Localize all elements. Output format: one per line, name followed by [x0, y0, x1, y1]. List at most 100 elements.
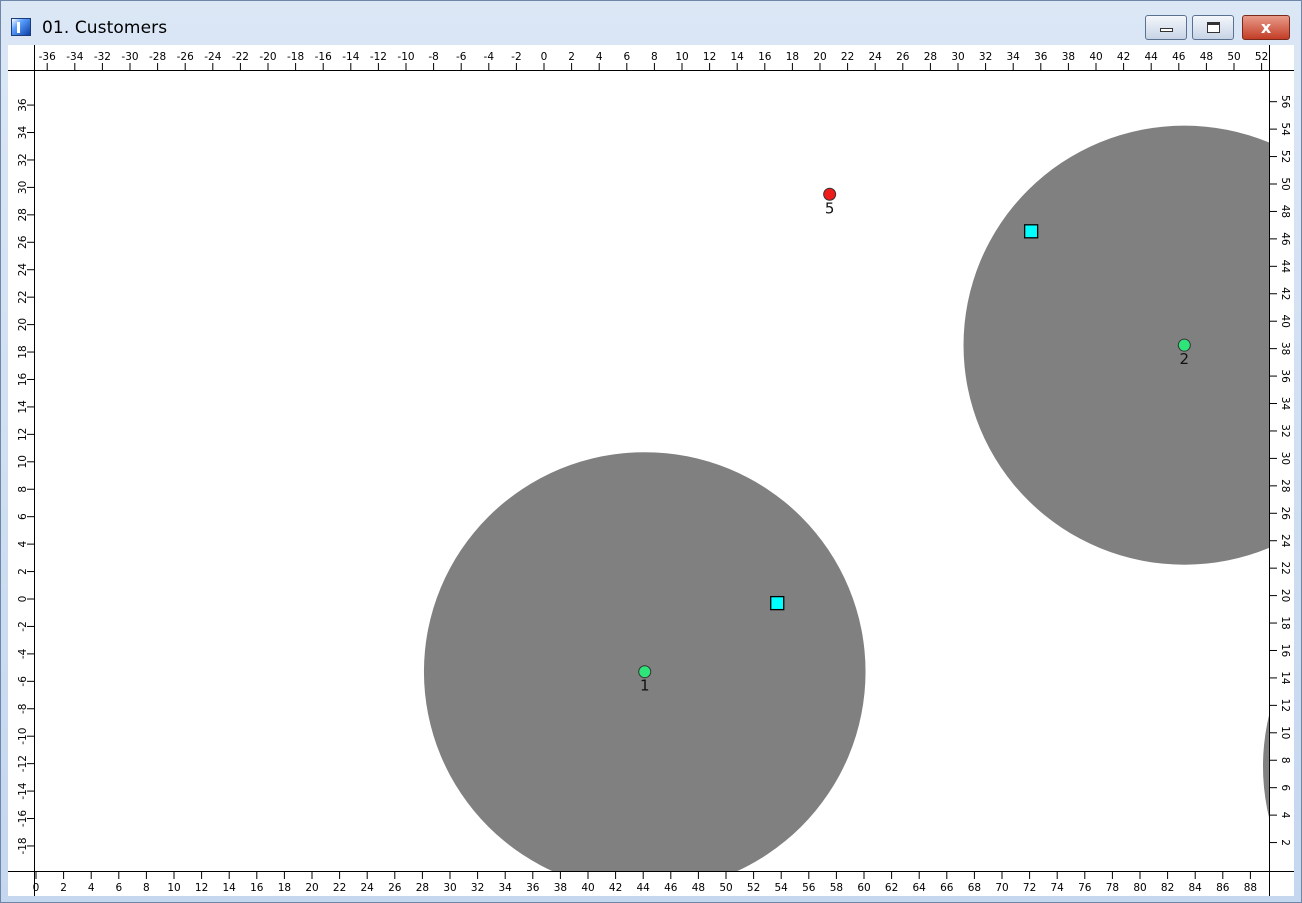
top-axis-tick-label: 42 [1117, 51, 1130, 63]
bottom-axis-tick-label: 18 [278, 882, 291, 894]
right-axis-tick-label: 14 [1279, 671, 1291, 685]
left-axis-tick-label: 10 [17, 455, 29, 468]
bottom-axis-tick-label: 20 [305, 882, 318, 894]
plot-area: 12345 [424, 125, 1269, 871]
top-axis-tick-label: 16 [758, 51, 772, 63]
title-bar[interactable]: 01. Customers x [1, 1, 1301, 45]
bottom-axis-tick-label: 10 [167, 882, 180, 894]
left-axis-tick-label: 12 [17, 428, 29, 441]
top-axis-tick-label: -4 [484, 51, 495, 63]
bottom-axis-tick-label: 74 [1051, 882, 1065, 894]
bottom-axis-tick-label: 58 [830, 882, 843, 894]
bottom-axis-tick-label: 4 [88, 882, 95, 894]
bottom-axis-tick-label: 54 [775, 882, 789, 894]
bottom-axis-tick-label: 68 [968, 882, 981, 894]
top-axis-tick-label: 32 [979, 51, 992, 63]
top-axis-tick-label: 48 [1200, 51, 1213, 63]
top-axis-tick-label: 24 [869, 51, 883, 63]
bottom-axis-tick-label: 14 [223, 882, 237, 894]
top-axis-tick-label: -14 [342, 51, 359, 63]
top-axis-tick-label: -16 [315, 51, 332, 63]
right-axis-tick-label: 52 [1279, 150, 1291, 163]
left-axis-tick-label: 20 [17, 318, 29, 331]
left-axis-tick-label: -4 [17, 648, 29, 659]
right-axis-tick-label: 40 [1279, 315, 1291, 328]
bottom-axis-tick-label: 12 [195, 882, 208, 894]
right-axis-tick-label: 8 [1279, 757, 1291, 764]
right-axis-tick-label: 22 [1279, 561, 1291, 574]
customer-label-2: 2 [1180, 350, 1190, 368]
top-axis-tick-label: -24 [204, 51, 221, 63]
left-axis-tick-label: -12 [17, 755, 29, 772]
left-axis-tick-label: 28 [17, 208, 29, 221]
top-axis-tick-label: 0 [541, 51, 548, 63]
bottom-axis-tick-label: 6 [115, 882, 122, 894]
maximize-button[interactable] [1192, 15, 1234, 40]
right-axis-tick-label: 56 [1279, 95, 1291, 109]
bottom-axis-tick-label: 76 [1078, 882, 1092, 894]
map-plot[interactable]: 12345-36-34-32-30-28-26-24-22-20-18-16-1… [8, 45, 1294, 896]
close-button[interactable]: x [1242, 15, 1290, 40]
left-axis-tick-label: 30 [17, 181, 29, 194]
bottom-axis-tick-label: 26 [388, 882, 402, 894]
left-axis-tick-label: -18 [17, 837, 29, 854]
bottom-axis-tick-label: 32 [471, 882, 484, 894]
top-axis-tick-label: -26 [177, 51, 194, 63]
right-axis-tick-label: 42 [1279, 287, 1291, 300]
left-axis-tick-label: 18 [17, 345, 29, 358]
bottom-axis-tick-label: 86 [1216, 882, 1230, 894]
customer-point-5 [823, 187, 837, 201]
bottom-axis-tick-label: 46 [664, 882, 678, 894]
top-axis-tick-label: 38 [1062, 51, 1075, 63]
right-axis-tick-label: 16 [1279, 644, 1291, 658]
top-axis-tick-label: -22 [232, 51, 249, 63]
bottom-axis-tick-label: 44 [637, 882, 651, 894]
bottom-axis-tick-label: 24 [361, 882, 375, 894]
left-axis-tick-label: 6 [17, 513, 29, 520]
top-axis-tick-label: 20 [813, 51, 826, 63]
left-axis-tick-label: -2 [17, 621, 29, 631]
right-axis-tick-label: 20 [1279, 589, 1291, 602]
left-axis-tick-label: 4 [17, 540, 29, 547]
bottom-axis-tick-label: 22 [333, 882, 346, 894]
bottom-axis-tick-label: 52 [747, 882, 760, 894]
top-axis-tick-label: 34 [1007, 51, 1021, 63]
right-axis-tick-label: 46 [1279, 232, 1291, 246]
top-axis-tick-label: -18 [287, 51, 304, 63]
bottom-axis-tick-label: 30 [443, 882, 456, 894]
top-axis-tick-label: 50 [1227, 51, 1240, 63]
bottom-axis-tick-label: 40 [581, 882, 594, 894]
map-canvas[interactable]: 12345-36-34-32-30-28-26-24-22-20-18-16-1… [8, 45, 1294, 896]
right-axis-tick-label: 34 [1279, 397, 1291, 411]
right-axis-tick-label: 38 [1279, 342, 1291, 355]
top-axis-tick-label: 40 [1089, 51, 1102, 63]
window-title: 01. Customers [42, 18, 168, 38]
bottom-axis-tick-label: 56 [802, 882, 816, 894]
top-axis-tick-label: 14 [731, 51, 745, 63]
bottom-axis-tick-label: 28 [416, 882, 429, 894]
bottom-axis-tick-label: 2 [60, 882, 67, 894]
right-axis-tick-label: 6 [1279, 784, 1291, 791]
left-axis-tick-label: 36 [17, 98, 29, 112]
bottom-axis-tick-label: 42 [609, 882, 622, 894]
top-axis-tick-label: -36 [39, 51, 56, 63]
bottom-axis-tick-label: 88 [1244, 882, 1257, 894]
bottom-axis-tick-label: 38 [554, 882, 567, 894]
left-axis-tick-label: 0 [17, 596, 29, 603]
bottom-axis-tick-label: 50 [719, 882, 732, 894]
top-axis-tick-label: 28 [924, 51, 937, 63]
right-axis-tick-label: 4 [1279, 812, 1291, 819]
minimize-button[interactable] [1145, 15, 1187, 40]
left-axis-tick-label: 22 [17, 290, 29, 303]
bottom-axis-tick-label: 80 [1133, 882, 1146, 894]
coverage-circle-4 [1263, 715, 1269, 818]
top-axis-tick-label: 22 [841, 51, 854, 63]
left-axis-tick-label: -6 [17, 676, 29, 687]
map-window-icon [11, 18, 31, 36]
customer-point-1 [638, 665, 652, 679]
left-axis-tick-label: -14 [17, 782, 29, 799]
bottom-axis-tick-label: 48 [692, 882, 705, 894]
bottom-axis-tick-label: 8 [143, 882, 150, 894]
right-axis-tick-label: 24 [1279, 534, 1291, 548]
top-axis-tick-label: -6 [456, 51, 467, 63]
